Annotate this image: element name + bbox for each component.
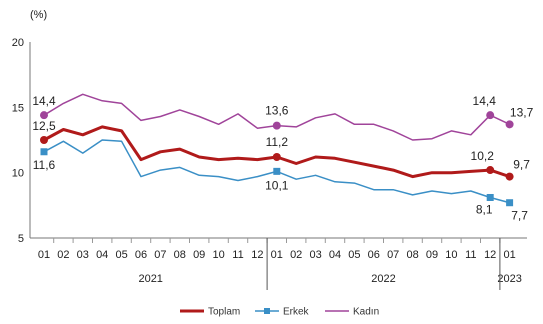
data-label: 8,1 [476,202,493,216]
y-axis-unit-label: (%) [30,9,47,21]
legend-label: Erkek [283,307,310,318]
x-tick-label: 07 [387,249,399,261]
y-tick-label: 10 [12,168,24,180]
x-tick-labels: 01 02 03 04 05 06 07 08 09 10 11 12 01 02 03 04 05 06 07 08… [38,249,516,261]
x-tick-label: 01 [38,249,50,261]
data-point-marker [506,199,514,207]
data-label: 12,5 [32,119,56,133]
x-tick-label: 06 [368,249,380,261]
data-point-marker [40,148,48,156]
x-tick-label: 08 [406,249,418,261]
x-tick-label: 04 [96,249,108,261]
legend-marker [264,308,270,314]
data-point-marker [486,193,494,201]
x-tick-label: 11 [232,249,243,261]
x-tick-label: 01 [503,249,515,261]
data-point-marker [40,136,48,144]
x-tick-label: 03 [309,249,321,261]
y-tick-labels: 5 10 15 20 [12,37,24,245]
data-point-marker [505,120,514,129]
legend-label: Toplam [208,307,240,318]
data-label: 10,2 [471,149,495,163]
data-point-marker [505,172,514,181]
x-tick-label: 10 [212,249,224,261]
data-label: 10,1 [265,178,289,192]
x-tick-label: 09 [426,249,438,261]
data-label: 14,4 [32,94,56,108]
x-tick-label: 04 [329,249,341,261]
year-label: 2022 [371,273,395,285]
x-tick-label: 01 [271,249,283,261]
y-tick-label: 15 [12,102,24,114]
data-point-marker [272,121,281,130]
data-label: 7,7 [511,209,528,223]
data-label: 9,7 [513,158,530,172]
x-tick-label: 12 [251,249,263,261]
x-tick-label: 07 [154,249,166,261]
x-tick-label: 03 [77,249,89,261]
y-tick-label: 20 [12,37,24,49]
data-point-marker [273,167,281,175]
data-label: 13,6 [265,104,289,118]
x-tick-label: 02 [290,249,302,261]
x-tick-label: 02 [57,249,69,261]
data-point-marker [486,166,495,175]
data-point-marker [486,111,495,120]
x-tick-label: 12 [484,249,496,261]
data-label: 13,7 [510,105,534,119]
legend: Toplam Erkek Kadın [180,307,379,318]
data-label: 14,4 [473,94,497,108]
year-labels: 2021 2022 2023 [138,238,522,290]
series-markers [40,111,514,207]
data-point-marker [272,152,281,161]
data-point-marker [40,111,48,120]
year-label: 2021 [138,273,162,285]
x-tick-label: 09 [193,249,205,261]
y-tick-label: 5 [18,233,24,245]
year-label: 2023 [497,273,521,285]
x-tick-label: 08 [174,249,186,261]
x-tick-label: 05 [348,249,360,261]
legend-label: Kadın [353,307,379,318]
data-label: 11,6 [33,158,56,172]
data-label: 11,2 [266,135,289,149]
x-tick-label: 10 [445,249,457,261]
x-tick-label: 11 [465,249,476,261]
data-labels: 12,5 11,2 10,2 9,7 11,6 10,1 8,1 7,7 14,4 13,6 14,… [32,94,533,223]
x-tick-label: 06 [135,249,147,261]
x-tick-label: 05 [115,249,127,261]
